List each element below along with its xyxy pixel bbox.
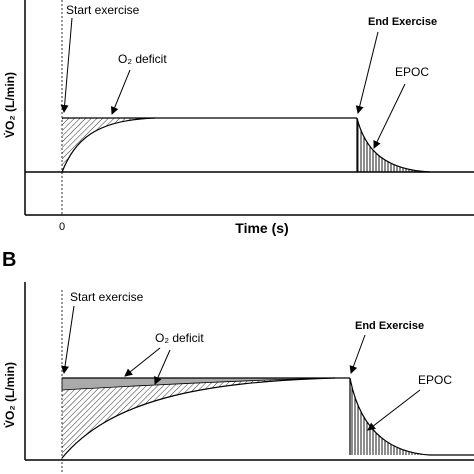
deficit-label: O₂ deficit	[118, 52, 167, 66]
arrow	[60, 17, 73, 113]
panel-label: B	[2, 249, 16, 271]
arrow	[349, 334, 366, 374]
recovery-curve	[356, 117, 431, 173]
y-axis-label: V̇O₂ (L/min)	[2, 362, 17, 428]
arrow	[367, 389, 421, 431]
end-label: End Exercise	[368, 16, 437, 28]
deficit-area	[62, 118, 155, 172]
x-axis-label: Time (s)	[235, 220, 288, 236]
epoc-area	[350, 378, 430, 455]
end-label: End Exercise	[355, 320, 424, 332]
arrow	[154, 349, 171, 385]
epoc-area	[357, 118, 430, 172]
y-axis-label: V̇O₂ (L/min)	[2, 72, 17, 138]
uptake-curve	[61, 117, 156, 173]
panel-a: Start exercise O₂ deficit End Exercise E…	[2, 0, 474, 236]
start-label: Start exercise	[66, 3, 140, 17]
arrow	[355, 31, 379, 114]
recovery-curve	[349, 377, 474, 456]
arrow	[124, 347, 161, 377]
arrow	[61, 305, 75, 374]
x-tick: 0	[59, 221, 65, 233]
panel-b: B Start exercise O₂ deficit End Exercise…	[2, 249, 474, 474]
deficit-label: O₂ deficit	[155, 331, 204, 345]
epoc-label: EPOC	[395, 65, 429, 79]
arrow	[110, 69, 131, 115]
start-label: Start exercise	[70, 290, 144, 304]
deficit-area	[62, 378, 335, 458]
arrow	[373, 83, 406, 149]
uptake-curve	[61, 377, 336, 459]
epoc-label: EPOC	[418, 373, 452, 387]
